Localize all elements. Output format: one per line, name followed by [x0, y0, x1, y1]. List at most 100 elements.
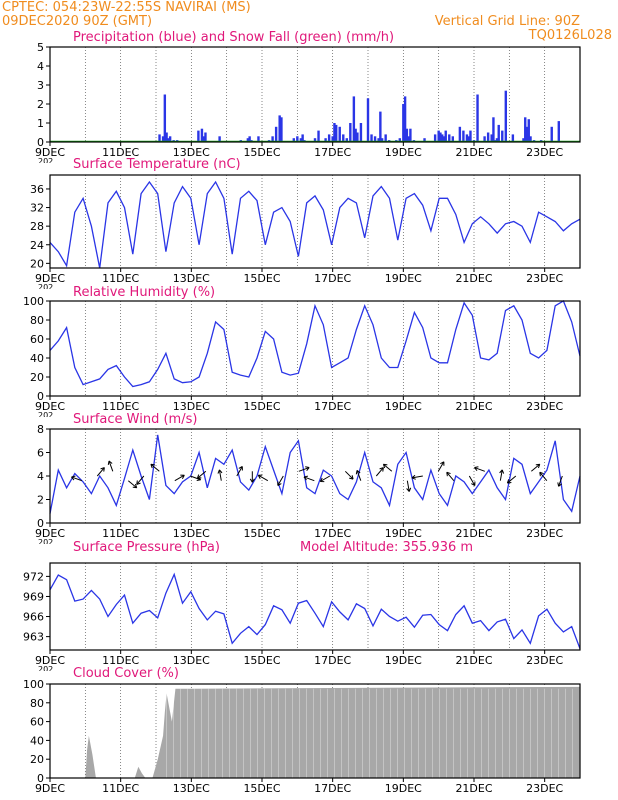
panel-1-precip-bar-24 [296, 136, 299, 142]
panel-4-wind-arrow-head [440, 461, 445, 466]
panel-1-precip-bar-80 [495, 138, 499, 142]
panel-1-precip-bar-36 [342, 134, 345, 142]
panel-1-precip-bar-72 [469, 130, 472, 142]
panel-4-wind-arrow [71, 476, 82, 482]
panel-4-series-line [49, 434, 581, 514]
panel-1-precip-bar-85 [522, 138, 525, 142]
panel-1-precip-bar-74 [476, 94, 479, 142]
panel-1-precip-bar-5 [168, 136, 172, 142]
panel-4-wind-arrow [303, 476, 315, 482]
panel-1-ytick-label-4: 4 [37, 60, 44, 73]
panel-1-precip-bar-52 [398, 138, 401, 142]
panel-1-precip-bar-63 [441, 134, 444, 142]
panel-1-precip-bar-30 [324, 138, 327, 142]
panel-4-xtick-label-2: 13DEC [173, 527, 210, 540]
panel-5-xtick-label-0: 9DEC [35, 654, 65, 667]
panel-6-xtick-label-2: 13DEC [173, 782, 210, 795]
panel-2-ytick-label-3: 32 [30, 202, 44, 215]
panel-4-xtick-label-1: 11DEC [102, 527, 139, 540]
panel-1-precip-bar-41 [356, 132, 359, 142]
panel-5-ytick-label-2: 969 [23, 590, 44, 603]
panel-1-frame [49, 46, 581, 143]
panel-2-ytick-label-4: 36 [30, 183, 44, 196]
panel-4-wind-arrow-head [107, 460, 113, 465]
panel-2-xtick-label-4: 17DEC [314, 272, 351, 285]
panel-4-wind-arrow-head [406, 487, 412, 492]
panel-4-wind-arrow-head [319, 477, 325, 483]
panel-4-wind-arrow-head [71, 475, 76, 481]
panel-1-precip-bar-32 [331, 136, 334, 142]
panel-4-wind-arrow [190, 475, 201, 481]
panel-5-ytick-label-3: 972 [23, 570, 44, 583]
panel-1-precip-bar-3 [165, 132, 168, 142]
panel-3-series-line [49, 300, 581, 388]
panel-4-wind-arrow-head [305, 466, 310, 471]
panel-1-precip-bar-44 [370, 134, 373, 142]
panel-4-xtick-label-3: 15DEC [243, 527, 280, 540]
panel-3-ytick-label-1: 20 [30, 371, 44, 384]
panel-1-precip-bar-29 [317, 130, 320, 142]
panel-3-xtick-label-2: 13DEC [173, 400, 210, 413]
panel-1-precip-bar-17 [257, 136, 260, 142]
panel-4-wind-arrow-head [379, 467, 384, 472]
panel-1-precip-bar-61 [437, 130, 440, 142]
panel-4-wind-arrow [197, 470, 207, 479]
panel-3-xtick-label-1: 11DEC [102, 400, 139, 413]
panel-4-wind-arrow [468, 475, 476, 486]
panel-4-wind-arrow-head [249, 478, 255, 483]
panel-4-wind-arrow [298, 467, 310, 472]
panel-3-ytick-label-4: 80 [30, 314, 44, 327]
panel-4-wind-arrow-head [196, 474, 202, 479]
panel-1-precip-bar-47 [379, 111, 382, 142]
panel-4-wind-arrow-head [100, 467, 105, 472]
panel-4-wind-arrow [218, 469, 222, 481]
panel-1-ytick-label-5: 5 [37, 41, 44, 54]
panel-1-xtick-label-3: 15DEC [243, 146, 280, 159]
panel-6-xtick-label-5: 19DEC [385, 782, 422, 795]
panel-4-wind-arrow-head [277, 481, 282, 486]
panel-4-wind-arrow-head [132, 483, 138, 489]
panel-4-wind-arrow-head [539, 471, 544, 477]
panel-1-precip-bar-67 [451, 136, 454, 142]
panel-1-precip-bar-1 [161, 136, 165, 142]
panel-4-wind-arrow [127, 480, 138, 489]
panel-5-ytick-label-1: 966 [23, 611, 44, 624]
panel-4-wind-arrow [344, 470, 354, 480]
panel-4-wind-arrow-head [180, 474, 185, 479]
panel-5-year-fragment: 202 [38, 665, 53, 674]
panel-5-annotation: Model Altitude: 355.936 m [300, 540, 473, 555]
panel-4-wind-arrow [356, 470, 362, 481]
panel-1-precip-bar-9 [200, 128, 204, 142]
panel-4-xtick-label-4: 17DEC [314, 527, 351, 540]
panel-1-precip-bar-93 [557, 121, 560, 142]
panel-6-ytick-label-4: 80 [30, 697, 44, 710]
panel-3-ytick-label-5: 100 [23, 295, 44, 308]
panel-1-xtick-label-4: 17DEC [314, 146, 351, 159]
panel-4-ytick-label-2: 4 [37, 470, 44, 483]
panel-4-title: Surface Wind (m/s) [73, 412, 197, 427]
panel-3-title: Relative Humidity (%) [73, 285, 215, 300]
panel-4-xtick-label-7: 23DEC [526, 527, 563, 540]
panel-5-series-line [49, 572, 581, 649]
panel-1-precip-bar-92 [550, 126, 553, 142]
panel-4-wind-arrow-head [411, 474, 416, 480]
panel-4-wind-arrow [96, 467, 105, 477]
panel-2-xtick-label-1: 11DEC [102, 272, 139, 285]
panel-1-precip-bar-45 [373, 136, 377, 142]
panel-4-wind-arrow-head [257, 474, 263, 479]
panel-1-xtick-label-5: 19DEC [385, 146, 422, 159]
panel-4-wind-arrow [136, 475, 145, 485]
panel-4-wind-arrow [539, 471, 548, 482]
panel-4-wind-arrow-head [303, 475, 309, 481]
panel-1-precip-bar-53 [402, 104, 405, 142]
panel-1-precip-bar-15 [248, 136, 251, 142]
panel-1-precip-bar-55 [405, 128, 409, 142]
panel-4-wind-arrow [411, 475, 423, 479]
panel-2-xtick-label-5: 19DEC [385, 272, 422, 285]
panel-2-series-line [49, 180, 581, 269]
panel-4-wind-arrow [108, 460, 114, 472]
panel-6-ytick-label-2: 40 [30, 734, 44, 747]
panel-2-xtick-label-7: 23DEC [526, 272, 563, 285]
panel-1-precip-bar-62 [439, 132, 442, 142]
panel-4-wind-arrow [383, 463, 393, 472]
